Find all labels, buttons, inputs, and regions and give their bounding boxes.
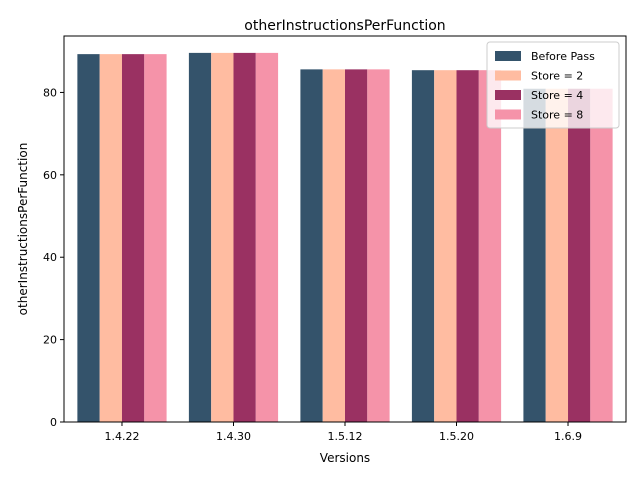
bar-before-pass-1.6.9 xyxy=(523,88,546,422)
legend-label: Before Pass xyxy=(531,50,595,63)
bar-store-2-1.4.30 xyxy=(211,52,234,422)
bar-store-8-1.5.12 xyxy=(367,69,390,423)
bar-before-pass-1.5.12 xyxy=(300,69,323,423)
legend-swatch xyxy=(495,51,521,61)
bar-store-4-1.4.22 xyxy=(121,54,145,422)
bar-store-2-1.5.12 xyxy=(322,69,345,423)
legend-box xyxy=(486,41,620,129)
x-tick-label: 1.4.30 xyxy=(216,430,251,443)
bar-store-2-1.5.20 xyxy=(434,70,457,422)
legend-swatch xyxy=(495,109,521,120)
y-tick-label: 0 xyxy=(50,416,57,429)
y-tick-label: 60 xyxy=(43,169,57,182)
legend-swatch xyxy=(495,90,521,100)
bars-layer xyxy=(77,52,613,423)
bar-store-8-1.6.9 xyxy=(590,88,613,422)
y-tick-label: 80 xyxy=(43,86,57,99)
bar-store-8-1.4.30 xyxy=(255,52,279,422)
bar-store-8-1.5.20 xyxy=(478,70,502,422)
bar-store-4-1.4.30 xyxy=(233,52,256,422)
bar-store-2-1.6.9 xyxy=(545,88,569,422)
bar-store-4-1.5.20 xyxy=(456,70,479,422)
x-tick-label: 1.6.9 xyxy=(554,430,582,443)
chart-title: otherInstructionsPerFunction xyxy=(244,18,445,34)
x-axis-ticks: 1.4.22 1.4.30 1.5.12 1.5.20 1.6.9 xyxy=(104,422,582,443)
x-tick-label: 1.5.12 xyxy=(328,430,363,443)
y-tick-label: 40 xyxy=(43,251,57,264)
legend-label: Store = 4 xyxy=(531,89,583,102)
legend-label: Store = 8 xyxy=(531,109,583,122)
x-tick-label: 1.4.22 xyxy=(104,430,139,443)
x-tick-label: 1.5.20 xyxy=(439,430,474,443)
bar-store-2-1.4.22 xyxy=(99,54,122,422)
y-tick-label: 20 xyxy=(43,334,57,347)
legend: Before Pass Store = 2 Store = 4 Store = 8 xyxy=(486,41,620,129)
y-axis-label: otherInstructionsPerFunction xyxy=(16,143,30,316)
legend-label: Store = 2 xyxy=(531,70,583,83)
legend-swatch xyxy=(495,70,521,81)
y-axis-ticks: 0 20 40 60 80 xyxy=(43,86,64,429)
bar-before-pass-1.4.30 xyxy=(188,52,212,422)
bar-store-4-1.5.12 xyxy=(345,69,368,423)
x-axis-label: Versions xyxy=(320,451,370,465)
bar-store-4-1.6.9 xyxy=(568,88,591,422)
bar-store-8-1.4.22 xyxy=(144,54,167,422)
bar-before-pass-1.4.22 xyxy=(77,54,100,422)
bar-before-pass-1.5.20 xyxy=(411,70,435,422)
